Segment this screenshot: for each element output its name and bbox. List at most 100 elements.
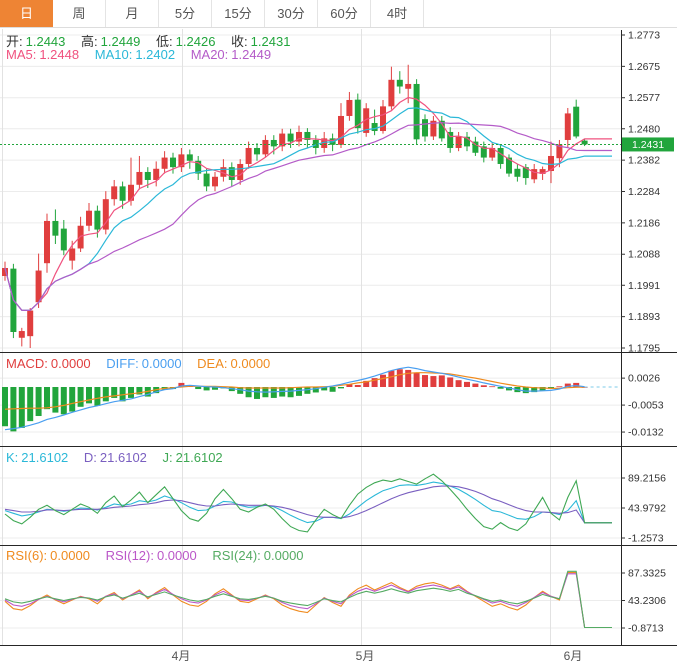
macd-bar xyxy=(430,376,437,387)
macd-bar xyxy=(245,387,252,398)
macd-bar xyxy=(212,387,218,390)
low-value: 1.2426 xyxy=(175,34,216,49)
macd-bar xyxy=(396,369,403,387)
macd-bar xyxy=(128,387,134,398)
candle-body xyxy=(581,140,588,145)
timeframe-tab-7[interactable]: 60分 xyxy=(318,0,371,27)
candle-body xyxy=(170,157,176,168)
macd-readout: MACD: 0.0000 DIFF: 0.0000 DEA: 0.0000 xyxy=(6,356,282,371)
y-axis-labels: 1.2773 1.2675 1.2577 1.2480 1.2382 1.2284 1.21… xyxy=(621,30,666,634)
macd-bar xyxy=(455,380,462,387)
timeframe-tab-4[interactable]: 5分 xyxy=(159,0,212,27)
ma10-label: MA10: xyxy=(94,47,133,62)
macd-bar xyxy=(556,386,563,388)
timeframe-tab-2[interactable]: 周 xyxy=(53,0,106,27)
candle-body xyxy=(380,106,386,132)
macd-label: MACD: xyxy=(6,356,48,371)
candle-body xyxy=(363,108,370,133)
y-axis-label: 1.1795 xyxy=(628,343,660,355)
kdj-readout: K: 21.6102 D: 21.6102 J: 21.6102 xyxy=(6,450,235,465)
y-axis-label: -0.0053 xyxy=(628,400,664,412)
candle-body xyxy=(237,163,244,180)
y-axis-label: 1.2382 xyxy=(628,155,660,167)
timeframe-tab-1[interactable]: 日 xyxy=(0,0,53,27)
candle-body xyxy=(472,141,479,153)
ma20-line xyxy=(4,122,612,312)
macd-bar xyxy=(119,387,126,402)
x-axis-label: 4月 xyxy=(172,649,191,663)
d-label: D: xyxy=(83,450,97,465)
rsi12-value: 0.0000 xyxy=(156,548,197,563)
y-axis-label: 1.2577 xyxy=(628,92,660,104)
macd-bar xyxy=(296,387,302,396)
y-axis-label: 1.1991 xyxy=(628,280,660,292)
diff-line xyxy=(4,366,585,431)
candle-body xyxy=(438,120,445,139)
close-label: 收: xyxy=(231,34,248,49)
y-axis-label: 43.2306 xyxy=(628,595,666,607)
macd-bar xyxy=(44,387,50,410)
y-axis-label: 89.2156 xyxy=(628,473,666,485)
y-axis-label: 1.2480 xyxy=(628,123,660,135)
candles-layer xyxy=(2,64,588,348)
timeframe-tab-5[interactable]: 15分 xyxy=(212,0,265,27)
candle-body xyxy=(338,115,344,145)
y-axis-label: -0.0132 xyxy=(628,427,664,439)
j-label: J: xyxy=(162,450,173,465)
timeframe-tab-8[interactable]: 4时 xyxy=(371,0,424,27)
candle-body xyxy=(506,157,512,174)
dea-value: 0.0000 xyxy=(230,356,271,371)
current-price-tag: 1.2431 xyxy=(622,137,674,152)
candle-body xyxy=(413,83,420,140)
close-value: 1.2431 xyxy=(250,34,291,49)
macd-bar xyxy=(312,387,319,393)
ma5-label: MA5: xyxy=(6,47,37,62)
candle-body xyxy=(422,119,428,137)
candle-body xyxy=(220,167,227,177)
rsi12-label: RSI(12): xyxy=(105,548,154,563)
ma10-line xyxy=(4,107,612,312)
candle-body xyxy=(396,79,403,87)
macd-bar xyxy=(464,381,470,387)
dea-label: DEA: xyxy=(197,356,228,371)
macd-bar xyxy=(564,383,571,387)
ma-readout: MA5: 1.2448 MA10: 1.2402 MA20: 1.2449 xyxy=(6,47,283,62)
candle-body xyxy=(514,168,521,177)
macd-bar xyxy=(27,387,34,422)
candle-body xyxy=(270,139,277,147)
candle-body xyxy=(279,133,286,147)
candle-body xyxy=(52,220,59,236)
macd-bar xyxy=(304,387,311,394)
macd-bar xyxy=(531,387,538,393)
macd-bar xyxy=(321,387,328,391)
candle-body xyxy=(27,310,34,337)
x-axis-labels: 4月 5月 6月 xyxy=(172,649,583,663)
macd-bar xyxy=(380,374,386,387)
candle-body xyxy=(111,186,118,200)
candle-body xyxy=(312,139,319,148)
macd-bar xyxy=(94,387,101,406)
macd-bar xyxy=(447,377,454,387)
ohlc-readout: 开: 1.2443 高: 1.2449 低: 1.2426 收: 1.2431 xyxy=(6,31,302,50)
macd-bar xyxy=(371,378,378,387)
candle-body xyxy=(480,146,487,158)
candle-body xyxy=(304,131,311,140)
rsi6-value: 0.0000 xyxy=(50,548,90,563)
rsi-readout: RSI(6): 0.0000 RSI(12): 0.0000 RSI(24): 0.0… xyxy=(6,548,316,563)
ma5-line xyxy=(4,96,612,312)
timeframe-tab-3[interactable]: 月 xyxy=(106,0,159,27)
timeframe-tab-6[interactable]: 30分 xyxy=(265,0,318,27)
rsi24-label: RSI(24): xyxy=(212,548,261,563)
candle-body xyxy=(203,173,210,187)
macd-bar xyxy=(136,387,143,395)
timeframe-tabs: 日周月 5分 15分 30分 60分 4时 xyxy=(0,0,677,28)
y-axis-label: 0.0026 xyxy=(628,373,660,385)
macd-bar xyxy=(237,387,244,394)
candle-body xyxy=(153,168,160,180)
y-axis-label: 1.2284 xyxy=(628,186,660,198)
candle-body xyxy=(86,210,92,226)
candle-body xyxy=(531,169,538,180)
macd-bar xyxy=(573,382,580,387)
macd-bar xyxy=(388,370,395,387)
